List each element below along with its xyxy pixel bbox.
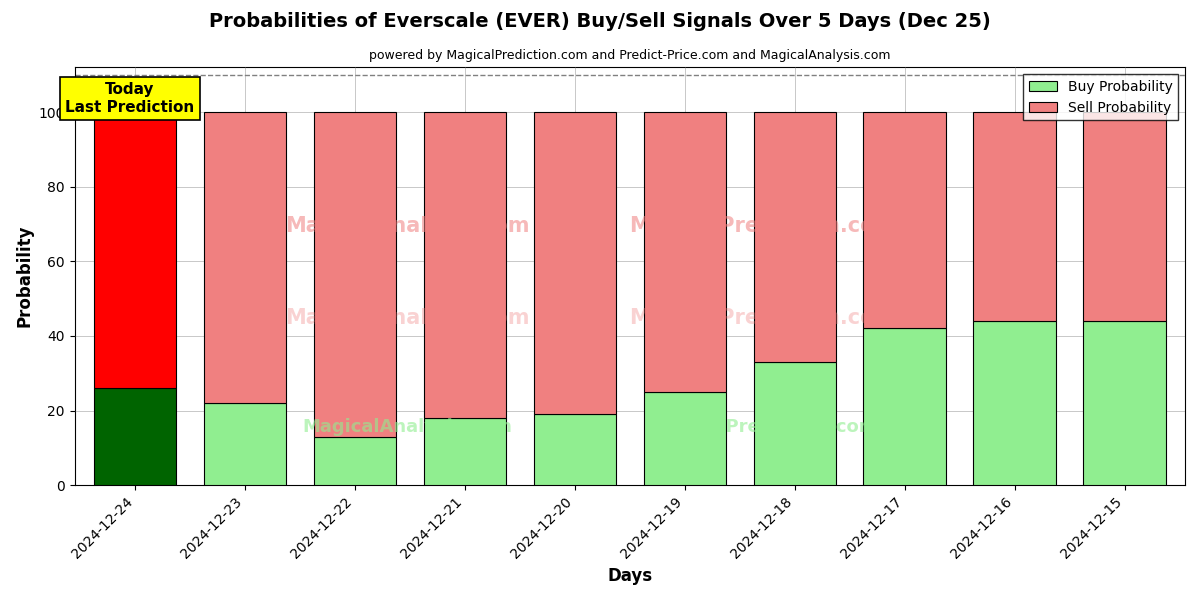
Bar xyxy=(204,403,287,485)
Bar xyxy=(754,362,836,485)
Legend: Buy Probability, Sell Probability: Buy Probability, Sell Probability xyxy=(1024,74,1178,121)
Bar xyxy=(424,418,506,485)
Bar xyxy=(643,392,726,485)
Bar xyxy=(424,112,506,418)
Text: Probabilities of Everscale (EVER) Buy/Sell Signals Over 5 Days (Dec 25): Probabilities of Everscale (EVER) Buy/Se… xyxy=(209,12,991,31)
Bar xyxy=(643,112,726,392)
Text: MagicalAnalysis.com: MagicalAnalysis.com xyxy=(286,308,530,328)
Y-axis label: Probability: Probability xyxy=(16,225,34,328)
Text: MagicalPrediction.com: MagicalPrediction.com xyxy=(630,216,896,236)
Text: MagicalAnalysis.com: MagicalAnalysis.com xyxy=(286,216,530,236)
Bar xyxy=(754,112,836,362)
Bar xyxy=(94,388,176,485)
Bar xyxy=(864,328,946,485)
Bar xyxy=(1084,321,1165,485)
Bar xyxy=(534,112,616,414)
Bar xyxy=(313,437,396,485)
Text: Today
Last Prediction: Today Last Prediction xyxy=(65,82,194,115)
Bar xyxy=(534,414,616,485)
Bar xyxy=(313,112,396,437)
X-axis label: Days: Days xyxy=(607,567,653,585)
Bar xyxy=(973,321,1056,485)
Title: powered by MagicalPrediction.com and Predict-Price.com and MagicalAnalysis.com: powered by MagicalPrediction.com and Pre… xyxy=(370,49,890,62)
Bar xyxy=(94,112,176,388)
Bar xyxy=(1084,112,1165,321)
Text: MagicalPrediction.com: MagicalPrediction.com xyxy=(648,418,878,436)
Bar xyxy=(204,112,287,403)
Text: MagicalAnalysis.com: MagicalAnalysis.com xyxy=(302,418,512,436)
Text: MagicalPrediction.com: MagicalPrediction.com xyxy=(630,308,896,328)
Bar xyxy=(973,112,1056,321)
Bar xyxy=(864,112,946,328)
